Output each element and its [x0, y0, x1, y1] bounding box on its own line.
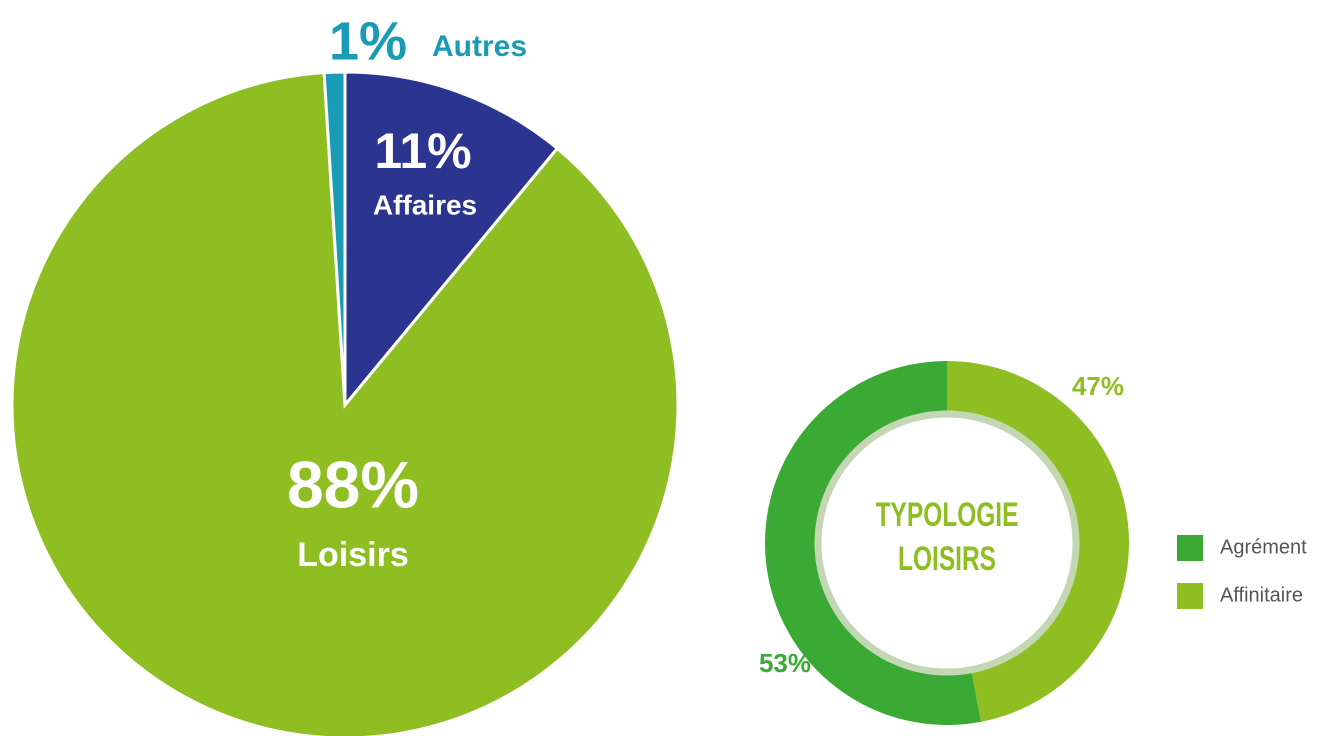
legend-label: Agrément: [1220, 536, 1307, 558]
pie-slice: [343, 70, 560, 410]
legend-label: Affinitaire: [1220, 584, 1303, 606]
slice-label: Loisirs: [297, 536, 408, 574]
legend-swatch: [1177, 535, 1203, 561]
slice-label: Affaires: [373, 189, 477, 220]
slice-label: Autres: [432, 30, 527, 63]
inner-ring: [814, 410, 1080, 676]
value-label: 47%: [1072, 371, 1124, 401]
pie-slice: [10, 71, 680, 736]
pie-slice: [947, 361, 1130, 722]
donut-title: TYPOLOGIE LOISIRS: [875, 496, 1019, 578]
pie-slice: [322, 70, 347, 406]
value-label: 11%: [374, 123, 471, 179]
legend-swatch: [1177, 583, 1203, 609]
value-label: 1%: [329, 11, 407, 71]
value-label: 88%: [287, 447, 419, 521]
pie-slice: [765, 361, 982, 726]
value-label: 53%: [759, 648, 811, 678]
